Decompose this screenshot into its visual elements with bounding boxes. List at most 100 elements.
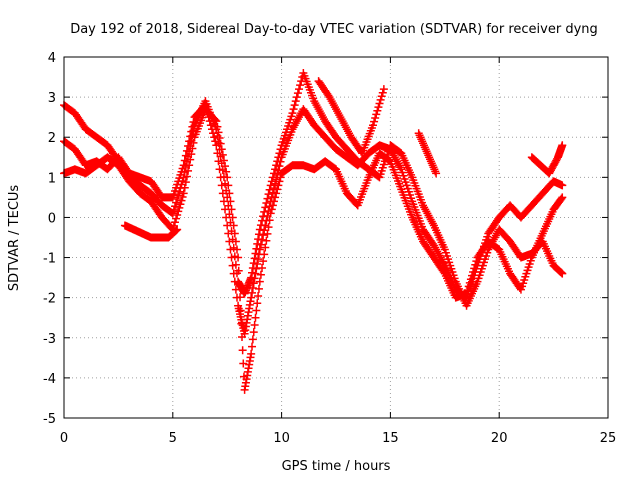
data-point: [288, 109, 297, 118]
data-point: [263, 229, 272, 238]
data-point: [558, 269, 567, 278]
data-point: [216, 139, 225, 148]
data-point: [251, 313, 260, 322]
data-point: [276, 157, 285, 166]
data-point: [558, 141, 567, 150]
data-point: [255, 277, 264, 286]
data-point: [251, 269, 260, 278]
data-point: [224, 181, 233, 190]
data-point: [172, 226, 181, 235]
data-point: [247, 273, 256, 282]
data-point: [231, 285, 240, 294]
data-point: [185, 161, 194, 170]
data-point: [275, 162, 284, 171]
data-point: [264, 223, 273, 232]
data-point: [209, 129, 218, 138]
data-point: [234, 253, 243, 262]
data-point: [189, 138, 198, 147]
x-tick-label: 25: [600, 431, 617, 446]
data-point: [248, 263, 257, 272]
x-tick-label: 10: [273, 431, 290, 446]
y-tick-label: -2: [43, 292, 56, 307]
data-point: [249, 259, 258, 268]
data-point: [248, 268, 257, 277]
data-point: [173, 194, 182, 203]
data-point: [219, 156, 228, 165]
data-point: [188, 122, 197, 131]
data-point: [254, 284, 263, 293]
y-tick-label: 1: [48, 171, 56, 186]
data-point: [171, 227, 180, 236]
data-point: [292, 93, 301, 102]
data-point: [266, 209, 275, 218]
data-point: [374, 103, 383, 112]
data-point: [178, 192, 187, 201]
data-point: [556, 267, 565, 276]
data-point: [275, 177, 284, 186]
data-point: [276, 173, 285, 182]
data-point: [237, 332, 246, 341]
data-point: [258, 263, 267, 272]
data-point: [181, 178, 190, 187]
data-point: [370, 117, 379, 126]
data-point: [272, 189, 281, 198]
data-point: [376, 95, 385, 104]
data-point: [273, 185, 282, 194]
data-point: [168, 209, 177, 218]
data-point: [189, 117, 198, 126]
data-point: [377, 92, 386, 101]
data-point: [271, 193, 280, 202]
data-point: [173, 211, 182, 220]
data-point: [170, 218, 179, 227]
data-point: [248, 288, 257, 297]
data-point: [432, 169, 441, 178]
data-point: [256, 270, 265, 279]
x-axis-label: GPS time / hours: [282, 459, 391, 474]
y-tick-label: 4: [48, 51, 56, 66]
data-point: [180, 156, 189, 165]
data-point: [379, 85, 388, 94]
data-point: [463, 286, 472, 295]
data-point: [472, 257, 481, 266]
data-point: [169, 205, 178, 214]
y-axis-label: SDTVAR / TECUs: [7, 185, 22, 292]
data-point: [186, 132, 195, 141]
data-point: [471, 260, 480, 269]
data-point: [227, 205, 236, 214]
y-tick-label: -1: [43, 252, 56, 267]
series-track-b: [60, 101, 567, 338]
data-point: [180, 183, 189, 192]
data-point: [173, 225, 182, 234]
data-point: [185, 137, 194, 146]
data-point: [255, 225, 264, 234]
y-tick-label: -5: [43, 412, 56, 427]
data-point: [223, 173, 232, 182]
data-point: [177, 196, 186, 205]
data-point: [250, 274, 259, 283]
data-point: [262, 236, 271, 245]
data-point: [296, 81, 305, 90]
data-point: [236, 306, 245, 315]
y-tick-label: -4: [43, 372, 56, 387]
data-point: [221, 162, 230, 171]
data-point: [214, 157, 223, 166]
data-point: [222, 167, 231, 176]
x-tick-label: 0: [60, 431, 68, 446]
data-point: [249, 328, 258, 337]
data-point: [259, 257, 268, 266]
axes: 0 5 10 15 20 25 -5 -4 -3 -2 -1 0 1 2 3 4: [43, 51, 616, 446]
data-point: [470, 264, 479, 273]
data-point: [223, 193, 232, 202]
data-point: [211, 137, 220, 146]
data-point: [247, 349, 256, 358]
data-point: [237, 319, 246, 328]
data-point: [213, 149, 222, 158]
data-point: [186, 155, 195, 164]
data-point: [230, 277, 239, 286]
data-point: [295, 85, 304, 94]
data-point: [182, 146, 191, 155]
data-point: [252, 306, 261, 315]
data-point: [260, 250, 269, 259]
data-point: [378, 88, 387, 97]
data-point: [259, 231, 268, 240]
